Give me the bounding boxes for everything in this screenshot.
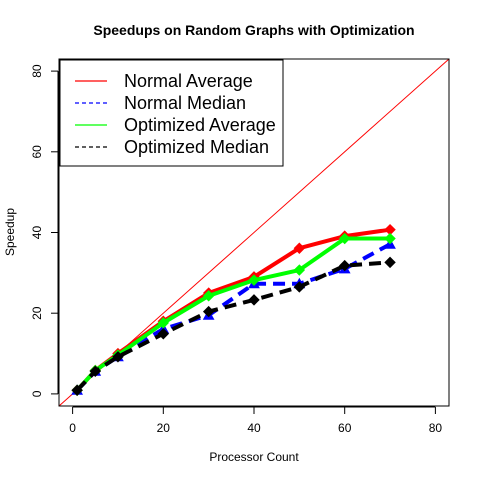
data-point-optimized-median <box>89 365 101 378</box>
data-point-optimized-average <box>202 290 215 302</box>
data-point-optimized-median <box>112 351 124 363</box>
chart-title: Speedups on Random Graphs with Optimizat… <box>93 22 414 38</box>
y-axis-label: Speedup <box>3 208 17 256</box>
x-tick-label: 60 <box>338 421 352 435</box>
data-point-optimized-average <box>338 232 351 245</box>
data-point-optimized-average <box>384 232 396 245</box>
data-point-optimized-median <box>293 281 306 293</box>
legend-label: Normal Median <box>124 93 246 113</box>
y-tick-label: 40 <box>30 226 44 240</box>
data-point-optimized-median <box>384 256 396 269</box>
x-axis-label: Processor Count <box>209 450 299 464</box>
series-line-optimized-average <box>75 236 391 392</box>
data-point-optimized-median <box>248 294 260 306</box>
x-tick-label: 40 <box>247 421 261 435</box>
legend-label: Optimized Median <box>124 137 269 157</box>
data-point-normal-average <box>293 242 306 254</box>
series-line-optimized-median <box>75 260 391 392</box>
data-point-optimized-average <box>157 317 170 329</box>
y-tick-label: 0 <box>30 390 44 397</box>
data-point-optimized-average <box>248 274 260 286</box>
legend-box <box>59 59 284 167</box>
x-tick-label: 80 <box>429 421 443 435</box>
data-point-optimized-median <box>157 328 170 340</box>
series-line-normal-average <box>75 227 391 392</box>
y-tick-label: 20 <box>30 306 44 320</box>
legend-label: Optimized Average <box>124 115 276 135</box>
plot-border <box>58 58 450 407</box>
x-tick-label: 0 <box>69 421 76 435</box>
data-point-optimized-median <box>202 305 215 318</box>
data-point-optimized-median <box>338 259 351 272</box>
y-tick-label: 80 <box>30 64 44 78</box>
data-point-optimized-median <box>71 384 83 396</box>
axes: 0 20 40 60 80 0 20 40 60 80 <box>30 64 442 435</box>
y-tick-label: 60 <box>30 145 44 159</box>
legend-label: Normal Average <box>124 71 253 91</box>
x-tick-label: 20 <box>157 421 171 435</box>
plot-area <box>59 59 449 406</box>
data-point-optimized-average <box>293 264 306 276</box>
